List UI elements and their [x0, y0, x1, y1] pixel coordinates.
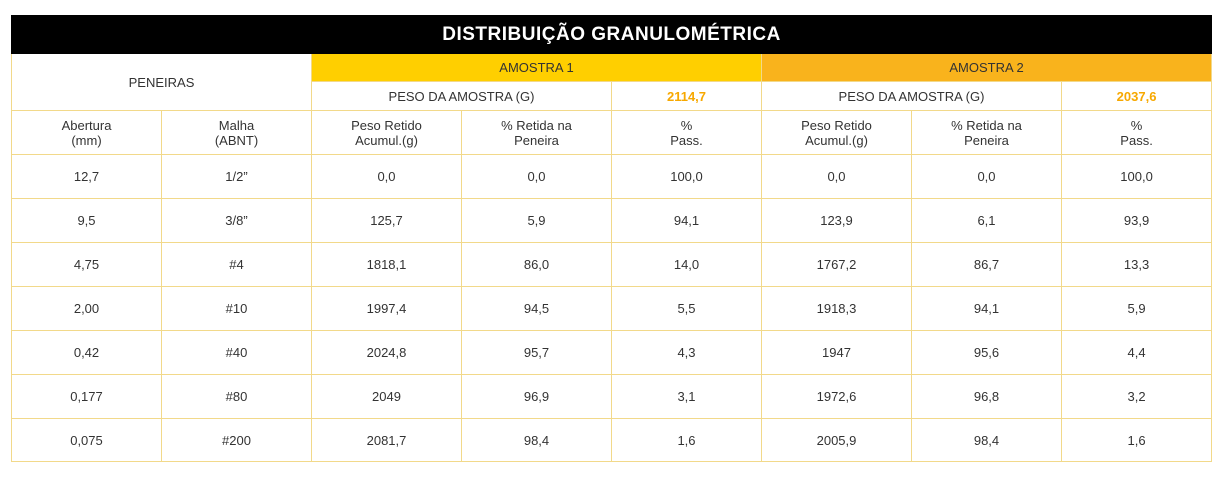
- table-cell: #40: [161, 330, 312, 375]
- granulometry-table: DISTRIBUIÇÃO GRANULOMÉTRICA PENEIRAS AMO…: [10, 15, 1213, 462]
- table-cell: 96,9: [461, 374, 612, 419]
- table-cell: #80: [161, 374, 312, 419]
- column-header: Malha (ABNT): [161, 110, 312, 155]
- column-header-line: (mm): [71, 132, 102, 148]
- table-cell: 14,0: [611, 242, 762, 287]
- table-cell: 1767,2: [761, 242, 912, 287]
- table-row: 12,7 1/2” 0,0 0,0 100,0 0,0 0,0 100,0: [11, 154, 1213, 199]
- table-cell: 0,177: [11, 374, 162, 419]
- table-cell: 123,9: [761, 198, 912, 243]
- table-cell: 0,0: [461, 154, 612, 199]
- column-header-line: (ABNT): [214, 132, 259, 148]
- table-cell: 0,0: [911, 154, 1062, 199]
- table-cell: 86,7: [911, 242, 1062, 287]
- column-header: % Pass.: [611, 110, 762, 155]
- column-header: Peso Retido Acumul.(g): [311, 110, 462, 155]
- amostra-2-header: AMOSTRA 2: [760, 53, 1213, 82]
- table-cell: 100,0: [1060, 154, 1213, 199]
- table-cell: 1/2”: [161, 154, 312, 199]
- table-cell: 5,9: [461, 198, 612, 243]
- table-row: 0,177 #80 2049 96,9 3,1 1972,6 96,8 3,2: [11, 374, 1213, 419]
- column-header: % Retida na Peneira: [461, 110, 612, 155]
- table-cell: 9,5: [11, 198, 162, 243]
- column-header-line: Peneira: [514, 132, 559, 148]
- column-header-line: Peso Retido: [801, 117, 872, 133]
- table-cell: #10: [161, 286, 312, 331]
- table-cell: 0,0: [761, 154, 912, 199]
- granulometry-table-container: DISTRIBUIÇÃO GRANULOMÉTRICA PENEIRAS AMO…: [10, 15, 1213, 462]
- table-cell: 1972,6: [761, 374, 912, 419]
- table-cell: 96,8: [911, 374, 1062, 419]
- table-row: 4,75 #4 1818,1 86,0 14,0 1767,2 86,7 13,3: [11, 242, 1213, 287]
- amostra-2-peso-value: 2037,6: [1060, 81, 1213, 111]
- amostra-1-peso-label: PESO DA AMOSTRA (G): [311, 81, 612, 111]
- table-cell: 94,5: [461, 286, 612, 331]
- table-row: 2,00 #10 1997,4 94,5 5,5 1918,3 94,1 5,9: [11, 286, 1213, 331]
- table-cell: 3,2: [1060, 374, 1213, 419]
- table-cell: #200: [161, 418, 312, 462]
- table-cell: 5,9: [1060, 286, 1213, 331]
- table-cell: #4: [161, 242, 312, 287]
- column-header: % Retida na Peneira: [911, 110, 1062, 155]
- column-header-line: Pass.: [670, 132, 703, 148]
- table-cell: 98,4: [461, 418, 612, 462]
- table-cell: 93,9: [1060, 198, 1213, 243]
- table-cell: 0,0: [311, 154, 462, 199]
- column-header: % Pass.: [1060, 110, 1213, 155]
- table-cell: 1918,3: [761, 286, 912, 331]
- table-cell: 3/8”: [161, 198, 312, 243]
- table-cell: 2,00: [11, 286, 162, 331]
- table-cell: 4,75: [11, 242, 162, 287]
- column-header-row: Abertura (mm) Malha (ABNT) Peso Retido Acumul…: [11, 110, 1213, 155]
- table-title: DISTRIBUIÇÃO GRANULOMÉTRICA: [10, 15, 1213, 54]
- column-header-line: % Retida na: [951, 117, 1022, 133]
- column-header: Peso Retido Acumul.(g): [761, 110, 912, 155]
- table-cell: 0,42: [11, 330, 162, 375]
- table-cell: 6,1: [911, 198, 1062, 243]
- amostra-2-peso-label: PESO DA AMOSTRA (G): [761, 81, 1062, 111]
- column-header-line: %: [680, 117, 693, 133]
- table-row: 9,5 3/8” 125,7 5,9 94,1 123,9 6,1 93,9: [11, 198, 1213, 243]
- table-cell: 5,5: [611, 286, 762, 331]
- table-cell: 94,1: [611, 198, 762, 243]
- column-header-line: % Retida na: [501, 117, 572, 133]
- table-cell: 95,7: [461, 330, 612, 375]
- table-cell: 1947: [761, 330, 912, 375]
- table-cell: 86,0: [461, 242, 612, 287]
- column-header-line: Acumul.(g): [805, 132, 868, 148]
- column-header-line: Malha: [218, 117, 255, 133]
- table-cell: 3,1: [611, 374, 762, 419]
- column-header-line: Peso Retido: [351, 117, 422, 133]
- table-cell: 0,075: [11, 418, 162, 462]
- table-cell: 2024,8: [311, 330, 462, 375]
- table-cell: 12,7: [11, 154, 162, 199]
- table-cell: 2005,9: [761, 418, 912, 462]
- table-cell: 1997,4: [311, 286, 462, 331]
- table-cell: 1818,1: [311, 242, 462, 287]
- table-cell: 125,7: [311, 198, 462, 243]
- table-cell: 1,6: [611, 418, 762, 462]
- table-cell: 95,6: [911, 330, 1062, 375]
- table-cell: 2081,7: [311, 418, 462, 462]
- table-cell: 94,1: [911, 286, 1062, 331]
- column-header-line: Abertura: [61, 117, 112, 133]
- table-cell: 2049: [311, 374, 462, 419]
- table-cell: 4,4: [1060, 330, 1213, 375]
- table-cell: 13,3: [1060, 242, 1213, 287]
- column-header-line: Acumul.(g): [355, 132, 418, 148]
- table-cell: 100,0: [611, 154, 762, 199]
- column-header-line: Peneira: [964, 132, 1009, 148]
- table-row: 0,075 #200 2081,7 98,4 1,6 2005,9 98,4 1,6: [11, 418, 1213, 462]
- table-cell: 4,3: [611, 330, 762, 375]
- amostra-1-peso-value: 2114,7: [611, 81, 762, 111]
- table-row: 0,42 #40 2024,8 95,7 4,3 1947 95,6 4,4: [11, 330, 1213, 375]
- table-cell: 1,6: [1060, 418, 1213, 462]
- column-header: Abertura (mm): [11, 110, 162, 155]
- amostra-1-header: AMOSTRA 1: [311, 53, 762, 82]
- column-header-line: %: [1130, 117, 1143, 133]
- table-cell: 98,4: [911, 418, 1062, 462]
- column-header-line: Pass.: [1120, 132, 1153, 148]
- peneiras-header: PENEIRAS: [11, 53, 312, 111]
